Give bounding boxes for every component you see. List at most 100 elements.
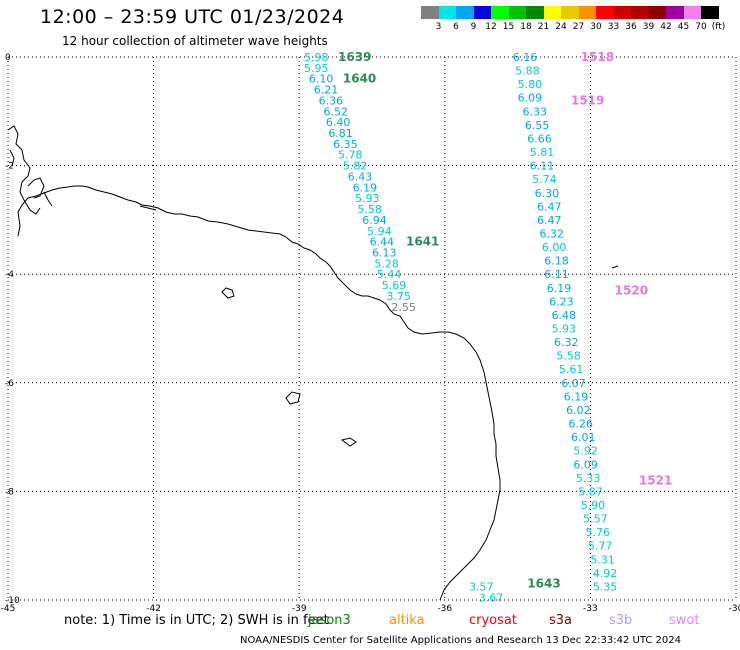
map-subtitle: 12 hour collection of altimeter wave hei… <box>62 34 328 48</box>
wave-height-value: 6.09 <box>518 92 543 105</box>
wave-height-value: 6.33 <box>522 105 547 118</box>
pass-number-labels: 1639 1640 1641 1643 1518 1519 1520 1521 <box>338 50 672 591</box>
pass-number-label: 1520 <box>615 283 648 297</box>
wave-height-value: 5.94 <box>367 225 392 238</box>
color-swatch <box>613 6 631 19</box>
wave-height-value: 4.92 <box>593 567 618 580</box>
wave-height-value: 5.74 <box>532 173 557 186</box>
credit-line: NOAA/NESDIS Center for Satellite Applica… <box>240 635 682 646</box>
color-swatch <box>648 6 666 19</box>
pass-number-label: 1521 <box>639 474 672 488</box>
x-tick-label: -36 <box>437 604 452 614</box>
wave-height-value: 6.43 <box>348 170 373 183</box>
color-swatch <box>421 6 439 19</box>
island-5 <box>139 205 157 211</box>
y-tick-label: -10 <box>5 596 20 606</box>
wave-height-value: 5.93 <box>552 323 577 336</box>
color-scale-bar <box>421 6 719 20</box>
wave-height-value: 5.76 <box>586 526 611 539</box>
y-tick-label: -6 <box>5 379 14 389</box>
y-tick-label: -2 <box>5 162 14 172</box>
island-2 <box>285 391 301 405</box>
color-swatch <box>631 6 649 19</box>
note-text: note: 1) Time is in UTC; 2) SWH is in fe… <box>64 613 329 628</box>
y-tick-label: -4 <box>5 270 14 280</box>
wave-height-value: 5.82 <box>343 160 368 173</box>
color-scale-label: 27 <box>572 22 585 32</box>
wave-height-value: 5.58 <box>556 350 581 363</box>
wave-height-value: 6.66 <box>527 132 552 145</box>
wave-height-value: 5.80 <box>518 78 543 91</box>
color-scale-label: 18 <box>520 22 532 32</box>
wave-height-value: 5.93 <box>355 192 380 205</box>
wave-height-value: 5.58 <box>357 203 382 216</box>
color-scale-label: 21 <box>537 22 550 32</box>
color-scale-label: 39 <box>642 22 655 32</box>
wave-height-value: 5.90 <box>581 499 606 512</box>
wave-height-value: 5.35 <box>593 580 618 593</box>
legend-altika: altika <box>389 613 425 628</box>
island-4 <box>611 265 619 269</box>
color-scale-label: 6 <box>453 22 459 32</box>
color-swatch <box>701 6 719 19</box>
wave-height-value: 6.40 <box>326 116 351 129</box>
wave-height-value: 5.33 <box>576 472 601 485</box>
wave-height-value: 2.55 <box>391 301 416 314</box>
x-tick-label: -30 <box>729 604 740 614</box>
wave-height-value: 6.32 <box>554 336 579 349</box>
coastline-north-islands <box>7 125 53 215</box>
color-scale-label: (ft) <box>711 22 726 32</box>
wave-height-value: 6.47 <box>537 200 562 213</box>
legend-cryosat: cryosat <box>469 613 517 628</box>
color-swatch <box>543 6 561 19</box>
x-tick-label: -42 <box>146 604 161 614</box>
wave-height-value: 3.57 <box>469 580 494 593</box>
color-scale-label: 33 <box>607 22 620 32</box>
wave-height-value: 6.35 <box>333 138 358 151</box>
wave-height-value: 6.09 <box>573 458 598 471</box>
color-scale-label: 24 <box>555 22 567 32</box>
color-swatch <box>456 6 474 19</box>
y-tick-label: 0 <box>5 53 11 63</box>
color-swatch <box>526 6 544 19</box>
wave-height-value: 6.11 <box>544 268 569 281</box>
wave-height-value: 6.00 <box>542 241 567 254</box>
wave-height-value: 6.19 <box>353 181 378 194</box>
wave-height-labels: 5.985.956.106.216.366.526.406.816.355.78… <box>304 51 617 604</box>
wave-height-value: 5.95 <box>304 62 329 75</box>
pass-number-label: 1640 <box>343 72 376 86</box>
wave-height-value: 6.13 <box>372 246 397 259</box>
wave-height-value: 6.81 <box>328 127 353 140</box>
wave-height-value: 6.30 <box>535 187 560 200</box>
color-scale-label: 42 <box>660 22 672 32</box>
wave-height-value: 5.88 <box>515 65 540 78</box>
wave-height-value: 5.28 <box>374 257 399 270</box>
wave-height-value: 6.19 <box>547 282 572 295</box>
wave-height-value: 6.01 <box>571 431 596 444</box>
color-scale-label: 3 <box>435 22 442 32</box>
wave-height-value: 5.92 <box>573 445 598 458</box>
wave-height-value: 6.55 <box>525 119 550 132</box>
color-scale-label: 70 <box>695 22 707 32</box>
pass-number-label: 1519 <box>571 93 604 107</box>
wave-height-value: 6.02 <box>566 404 591 417</box>
wave-height-value: 6.32 <box>539 227 564 240</box>
color-swatch <box>491 6 509 19</box>
color-scale-label: 36 <box>625 22 637 32</box>
wave-height-value: 6.47 <box>537 214 562 227</box>
pass-number-label: 1641 <box>406 235 439 249</box>
wave-height-value: 6.94 <box>362 214 387 227</box>
legend-s3b: s3b <box>609 613 633 628</box>
pass-number-label: 1639 <box>338 50 371 64</box>
x-tick-label: -39 <box>292 604 307 614</box>
wave-height-value: 5.69 <box>382 279 407 292</box>
x-tick-label: -33 <box>583 604 598 614</box>
wave-height-value: 6.36 <box>319 94 344 107</box>
wave-height-value: 6.11 <box>530 160 555 173</box>
color-scale-label: 15 <box>502 22 515 32</box>
color-scale-label: 9 <box>470 22 477 32</box>
color-swatch <box>561 6 579 19</box>
wave-height-value: 6.44 <box>370 236 395 249</box>
wave-height-value: 5.31 <box>590 553 615 566</box>
